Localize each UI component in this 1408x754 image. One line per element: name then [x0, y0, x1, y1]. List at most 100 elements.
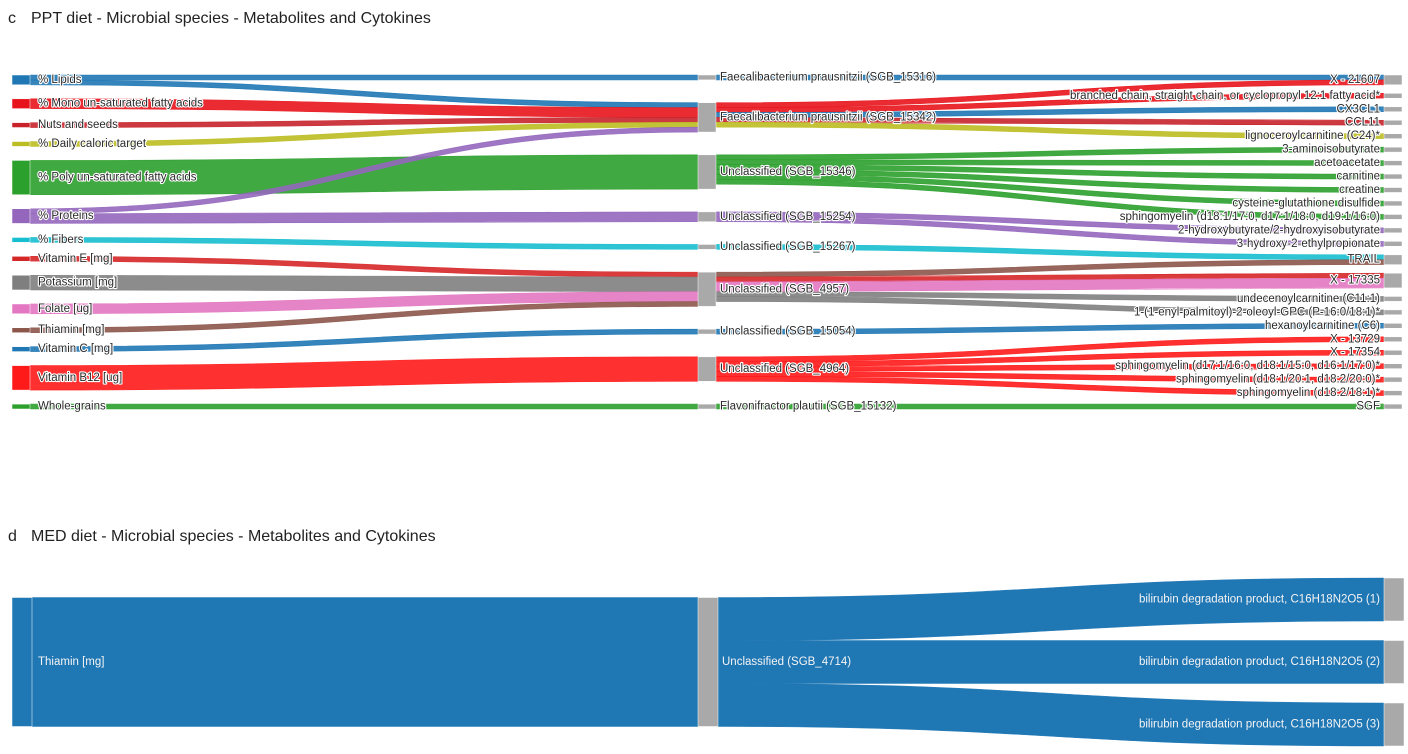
node-metabolite-lignoceroylcarnitine-c24 — [1383, 133, 1403, 139]
node-metabolite-cx3cl1 — [1383, 106, 1403, 112]
label-species-unclassified-sgb-4957: Unclassified (SGB_4957) — [720, 283, 849, 295]
node-metabolite-sphingomyelin-d18-2-18-1 — [1383, 390, 1403, 396]
label-diet-thiamin-mg: Thiamin [mg] — [38, 656, 104, 668]
node-metabolite-branched-chain-straight-chain-or-cyclopropyl-12-1-fatty-acid — [1383, 93, 1403, 99]
node-metabolite-1-1-enyl-palmitoyl-2-oleoyl-gpc-p-16-0-18-1 — [1383, 309, 1403, 316]
label-metabolite-trail: TRAIL — [1347, 254, 1380, 266]
label-diet-thiamin-mg: Thiamin [mg] — [38, 324, 104, 336]
label-species-faecalibacterium-prausnitzii-sgb-15316: Faecalibacterium prausnitzii (SGB_15316) — [720, 71, 936, 83]
node-metabolite-x-17354 — [1383, 350, 1403, 356]
panel-d-letter: d — [8, 528, 17, 545]
label-metabolite-carnitine: carnitine — [1337, 171, 1380, 183]
node-metabolite-hexanoylcarnitine-c6 — [1383, 323, 1403, 329]
label-metabolite-acetoacetate: acetoacetate — [1314, 157, 1380, 169]
node-diet-proteins — [11, 208, 31, 224]
link-fibers-to-unclassified-sgb-15267 — [29, 237, 699, 250]
link-unclassified-sgb-4714-to-bilirubin-degradation-product-c16h18n2o5-3 — [717, 683, 1385, 747]
node-species-unclassified-sgb-15254 — [697, 211, 717, 222]
link-vitamin-c-mg-to-unclassified-sgb-15054 — [29, 328, 699, 352]
label-metabolite-hexanoylcarnitine-c6: hexanoylcarnitine (C6) — [1265, 320, 1380, 332]
link-whole-grains-to-flavonifractor-plautii-sgb-15132 — [29, 403, 699, 410]
node-species-faecalibacterium-prausnitzii-sgb-15342 — [697, 102, 717, 133]
label-metabolite-1-1-enyl-palmitoyl-2-oleoyl-gpc-p-16-0-18-1: 1-(1-enyl-palmitoyl)-2-oleoyl-GPC (P-16:… — [1134, 306, 1381, 318]
node-species-unclassified-sgb-15054 — [697, 328, 717, 335]
label-species-unclassified-sgb-4714: Unclassified (SGB_4714) — [722, 656, 851, 668]
label-diet-proteins: % Proteins — [38, 210, 94, 222]
label-diet-vitamin-e-mg: Vitamin E [mg] — [38, 253, 113, 265]
label-metabolite-sphingomyelin-d18-1-17-0-d17-1-18-0-d19-1-16-0: sphingomyelin (d18:1/17:0, d17:1/18:0, d… — [1120, 211, 1380, 223]
label-species-flavonifractor-plautii-sgb-15132: Flavonifractor plautii (SGB_15132) — [720, 401, 897, 413]
nodes-group — [11, 577, 1405, 747]
link-unclassified-sgb-15346-to-acetoacetate — [715, 159, 1385, 166]
node-metabolite-sphingomyelin-d18-1-17-0-d17-1-18-0-d19-1-16-0 — [1383, 214, 1403, 220]
nodes-group — [11, 74, 1403, 410]
node-species-unclassified-sgb-15267 — [697, 244, 717, 250]
panel-d-title: d MED diet - Microbial species - Metabol… — [8, 528, 436, 545]
link-vitamin-e-mg-to-unclassified-sgb-4957 — [29, 256, 699, 278]
node-metabolite-x-21607 — [1383, 74, 1403, 86]
label-metabolite-2-hydroxybutyrate-2-hydroxyisobutyrate: 2-hydroxybutyrate/2-hydroxyisobutyrate — [1178, 224, 1380, 236]
node-metabolite-ccl11 — [1383, 120, 1403, 126]
link-proteins-to-unclassified-sgb-15254 — [29, 211, 699, 224]
node-metabolite-sphingomyelin-d17-1-16-0-d18-1-15-0-d16-1-17-0 — [1383, 363, 1403, 369]
link-potassium-mg-to-unclassified-sgb-4957 — [29, 274, 699, 293]
label-metabolite-bilirubin-degradation-product-c16h18n2o5-2: bilirubin degradation product, C16H18N2O… — [1139, 656, 1380, 668]
label-metabolite-3-aminoisobutyrate: 3-aminoisobutyrate — [1282, 144, 1380, 156]
panel-d-sankey: Thiamin [mg] Unclassified (SGB_4714)bilir… — [11, 577, 1405, 747]
panel-c-title-text: PPT diet - Microbial species - Metabolit… — [31, 10, 431, 27]
label-metabolite-branched-chain-straight-chain-or-cyclopropyl-12-1-fatty-acid: branched chain, straight chain, or cyclo… — [1070, 90, 1381, 102]
node-diet-lipids — [11, 74, 31, 86]
node-diet-whole-grains — [11, 403, 31, 410]
label-species-faecalibacterium-prausnitzii-sgb-15342: Faecalibacterium prausnitzii (SGB_15342) — [720, 111, 936, 123]
label-diet-whole-grains: Whole-grains — [38, 401, 106, 413]
node-species-unclassified-sgb-4957 — [697, 271, 717, 307]
node-diet-vitamin-c-mg — [11, 346, 31, 352]
node-metabolite-3-hydroxy-2-ethylpropionate — [1383, 241, 1403, 247]
label-diet-potassium-mg: Potassium [mg] — [38, 277, 117, 289]
label-species-unclassified-sgb-4964: Unclassified (SGB_4964) — [720, 363, 849, 375]
node-diet-vitamin-e-mg — [11, 256, 31, 262]
node-metabolite-x-17335 — [1383, 272, 1403, 289]
node-metabolite-sphingomyelin-d18-1-20-1-d18-2-20-0 — [1383, 376, 1403, 383]
label-species-unclassified-sgb-15346: Unclassified (SGB_15346) — [720, 166, 856, 178]
link-unclassified-sgb-4714-to-bilirubin-degradation-product-c16h18n2o5-1 — [717, 577, 1385, 641]
node-metabolite-trail — [1383, 254, 1403, 265]
node-metabolite-creatine — [1383, 187, 1403, 193]
node-diet-mono-un-saturated-fatty-acids — [11, 98, 31, 109]
label-metabolite-sphingomyelin-d17-1-16-0-d18-1-15-0-d16-1-17-0: sphingomyelin (d17:1/16:0, d18:1/15:0, d… — [1115, 360, 1380, 372]
node-diet-fibers — [11, 237, 31, 243]
labels-group: % Lipids % Mono un-saturated fatty acids N… — [37, 70, 1382, 413]
label-metabolite-3-hydroxy-2-ethylpropionate: 3-hydroxy-2-ethylpropionate — [1237, 238, 1380, 250]
node-metabolite-x-13729 — [1383, 336, 1403, 342]
label-metabolite-lignoceroylcarnitine-c24: lignoceroylcarnitine (C24)* — [1245, 130, 1380, 142]
label-metabolite-bilirubin-degradation-product-c16h18n2o5-3: bilirubin degradation product, C16H18N2O… — [1139, 719, 1380, 731]
node-metabolite-bilirubin-degradation-product-c16h18n2o5-2 — [1383, 640, 1405, 684]
node-metabolite-3-aminoisobutyrate — [1383, 146, 1403, 153]
label-metabolite-x-17354: X - 17354 — [1330, 347, 1380, 359]
label-diet-nuts-and-seeds: Nuts and seeds — [38, 119, 118, 131]
node-diet-thiamin-mg — [11, 327, 31, 333]
label-species-unclassified-sgb-15054: Unclassified (SGB_15054) — [720, 326, 856, 338]
links-group — [31, 577, 1385, 747]
node-diet-poly-un-saturated-fatty-acids — [11, 160, 31, 195]
label-metabolite-cx3cl1: CX3CL1 — [1337, 103, 1380, 115]
node-metabolite-acetoacetate — [1383, 160, 1403, 166]
node-metabolite-cysteine-glutathione-disulfide — [1383, 200, 1403, 207]
label-diet-folate-ug: Folate [ug] — [38, 303, 92, 315]
node-diet-daily-caloric-target — [11, 141, 31, 147]
label-metabolite-undecenoylcarnitine-c11-1: undecenoylcarnitine (C11:1) — [1237, 293, 1380, 305]
node-species-unclassified-sgb-15346 — [697, 154, 717, 190]
label-diet-daily-caloric-target: % Daily caloric target — [38, 138, 147, 150]
node-metabolite-carnitine — [1383, 173, 1403, 180]
node-metabolite-2-hydroxybutyrate-2-hydroxyisobutyrate — [1383, 227, 1403, 234]
label-metabolite-sgf: SGF — [1356, 401, 1380, 413]
label-metabolite-bilirubin-degradation-product-c16h18n2o5-1: bilirubin degradation product, C16H18N2O… — [1139, 594, 1380, 606]
label-metabolite-x-21607: X - 21607 — [1330, 74, 1380, 86]
node-diet-thiamin-mg — [11, 597, 33, 727]
label-metabolite-x-17335: X - 17335 — [1330, 275, 1380, 287]
node-species-unclassified-sgb-4964 — [697, 356, 717, 382]
node-metabolite-bilirubin-degradation-product-c16h18n2o5-1 — [1383, 577, 1405, 622]
node-metabolite-undecenoylcarnitine-c11-1 — [1383, 296, 1403, 302]
links-group — [29, 74, 1385, 410]
